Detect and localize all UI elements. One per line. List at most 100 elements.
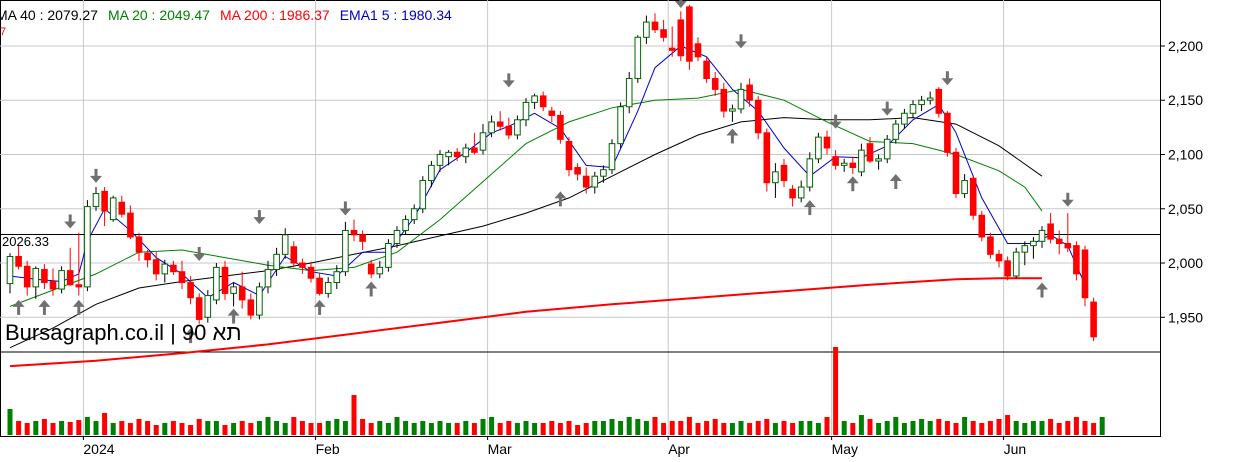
candle-body [1090,301,1097,338]
signal-arrow-down-head [64,221,77,229]
candle-body [608,143,616,171]
candle-body [393,229,401,244]
candle-body [195,297,203,320]
signal-arrow-up [318,305,322,315]
signal-arrow-down-head [735,41,747,49]
volume-bar [7,409,13,435]
candle-body [161,263,169,275]
volume-bar [781,421,787,435]
volume-bar [557,423,563,435]
candle-body [445,151,452,158]
candle-body [823,136,831,149]
volume-bar [764,419,770,435]
candle-body [32,267,40,288]
candle-body [763,132,771,184]
volume-bar [893,417,899,435]
volume-bar [170,421,176,435]
candle-body [806,158,814,188]
volume-bar [248,423,254,435]
volume-bar [729,423,735,435]
candle-body [883,138,891,160]
candle-body [961,180,968,195]
signal-arrow-down-head [1061,199,1074,207]
candle-body [918,99,925,106]
volume-bar [325,421,331,435]
candle-body [419,180,427,210]
candle-body [694,43,702,58]
volume-bar [600,421,606,435]
volume-bar [1065,421,1071,435]
volume-bar [790,423,796,435]
signal-arrow-down [197,247,201,256]
volume-bar [738,421,744,435]
volume-bar [566,421,572,435]
volume-bar [704,421,710,435]
signal-arrow-down-head [881,108,894,116]
volume-bar [850,423,856,435]
candle-body [591,175,599,188]
signal-arrow-up [894,180,898,190]
volume-bar [24,423,30,435]
volume-bar [798,421,804,435]
candle-body [84,206,91,288]
volume-bar [403,421,409,435]
candle-body [290,246,298,264]
candle-body [23,265,31,288]
volume-bar [618,421,624,435]
candle-body [462,147,470,158]
signal-arrow-up [730,134,734,144]
candle-body [548,110,556,116]
signal-arrow-up [42,305,46,315]
candle-body [1064,242,1072,249]
candle-body [634,36,642,80]
signal-arrow-down [945,71,949,80]
candle-body [746,84,753,101]
volume-bar [153,425,159,435]
signal-arrow-up [369,287,373,297]
signal-arrow-up [189,334,193,344]
legend-ma40: MA 40 : 2079.27 [0,7,98,23]
candle-body [677,19,685,57]
signal-arrow-down-head [193,254,206,262]
volume-bar [428,423,434,435]
candle-body [350,229,358,236]
volume-bar [987,421,993,435]
volume-bar [669,421,675,435]
volume-bar [446,423,452,435]
candle-body [58,270,65,290]
volume-bar [385,423,391,435]
candle-body [178,271,186,284]
volume-bar [334,419,340,435]
candle-body [643,21,650,38]
signal-arrow-up-head [846,176,859,184]
candle-body [789,188,796,199]
signal-arrow-up-head [72,299,85,307]
volume-bar [76,420,82,435]
volume-bar [127,423,133,435]
candle-body [729,108,736,112]
volume-bar [1082,421,1088,435]
volume-bar [480,419,486,435]
volume-bar [549,421,555,435]
ma-line-ma200 [9,277,1042,368]
candle-body [875,158,882,162]
volume-bar [686,417,692,435]
volume-bar [901,423,907,435]
candle-body [720,88,728,112]
candle-body [15,256,22,267]
candle-body [686,6,693,62]
volume-bar [411,423,417,435]
volume-bar [41,419,47,435]
volume-bar [213,421,219,435]
candle-body [101,190,108,212]
candle-body [376,266,384,275]
signal-arrow-down-head [90,175,102,183]
candle-body [815,136,822,160]
candle-body [41,269,48,284]
volume-bar [102,413,108,435]
volume-bar [231,423,237,435]
candle-body [840,162,848,166]
candle-body [1004,260,1011,277]
candle-body [969,177,977,216]
volume-bar [256,421,262,435]
